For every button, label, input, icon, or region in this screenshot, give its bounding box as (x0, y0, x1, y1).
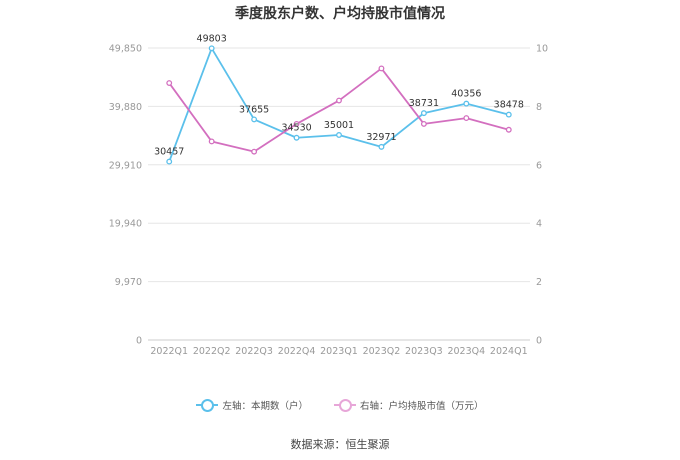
legend-label-left: 左轴：本期数（户） (222, 401, 308, 412)
source-note: 数据来源：恒生聚源 (290, 438, 390, 451)
data-point-right (420, 120, 427, 127)
series-line-left (168, 47, 510, 162)
left-axis-tick-label: 0 (136, 336, 142, 347)
data-point-left (463, 100, 470, 107)
right-axis-tick-label: 6 (536, 160, 542, 171)
x-axis-tick-label: 2022Q4 (278, 346, 316, 357)
x-axis-tick-label: 2023Q4 (447, 346, 485, 357)
data-point-left (336, 132, 342, 138)
x-axis-tick-label: 2023Q3 (405, 346, 443, 357)
right-axis-tick-label: 4 (536, 219, 542, 230)
data-point-left (293, 134, 300, 141)
data-label: 38731 (409, 98, 439, 109)
right-axis-tick-label: 0 (536, 336, 542, 347)
data-label: 38478 (494, 100, 524, 111)
data-point-right (293, 120, 300, 127)
right-axis-tick-label: 2 (536, 277, 542, 288)
legend-swatch-left (196, 399, 219, 412)
data-point-left (505, 111, 512, 118)
x-axis-tick-label: 2022Q2 (193, 346, 231, 357)
left-axis-tick-label: 29,910 (109, 160, 142, 171)
x-axis-tick-label: 2024Q1 (490, 346, 528, 357)
data-point-right (251, 148, 258, 155)
chart-title: 季度股东户数、户均持股市值情况 (235, 6, 445, 22)
data-point-left (251, 116, 258, 123)
data-labels: 30457 49803 37655 34530 35001 32971 38731 40356… (154, 33, 524, 157)
legend-item-left-series[interactable]: 左轴：本期数（户） (196, 398, 308, 412)
x-axis-tick-label: 2023Q1 (320, 346, 358, 357)
data-label: 34530 (281, 123, 311, 134)
data-label: 37655 (239, 104, 269, 115)
legend-item-right-series[interactable]: 右轴：户均持股市值（万元） (334, 398, 484, 412)
left-axis-tick-label: 49,850 (109, 44, 142, 55)
data-label: 30457 (154, 147, 184, 158)
data-point-left (378, 143, 385, 150)
x-axis-ticks: 2022Q1 2022Q2 2022Q3 2022Q4 2023Q1 2023Q2 2023… (150, 346, 527, 357)
legend-label-right: 右轴：户均持股市值（万元） (360, 401, 484, 412)
data-label: 32971 (366, 132, 396, 143)
data-label: 35001 (324, 120, 354, 131)
data-point-right (208, 138, 215, 145)
data-point-right (463, 115, 470, 122)
left-axis-tick-label: 39,880 (109, 102, 142, 113)
data-point-left (166, 158, 173, 165)
left-axis-tick-label: 19,940 (109, 219, 142, 230)
right-axis-ticks: 0 2 4 6 8 10 (536, 44, 548, 347)
series-line-right (168, 67, 510, 153)
x-axis-tick-label: 2023Q2 (363, 346, 401, 357)
data-point-right (166, 80, 173, 86)
data-point-left (420, 110, 427, 117)
series-group (166, 45, 512, 165)
right-axis-tick-label: 8 (536, 102, 542, 113)
x-axis-tick-label: 2022Q3 (235, 346, 273, 357)
data-label: 40356 (451, 89, 481, 100)
left-axis-ticks: 0 9,970 19,940 29,910 39,880 49,850 (109, 44, 142, 347)
x-axis-tick-label: 2022Q1 (150, 346, 188, 357)
data-point-left (208, 45, 215, 52)
data-point-right (378, 65, 385, 72)
data-label: 49803 (197, 33, 227, 44)
right-axis-tick-label: 10 (536, 44, 548, 55)
legend-swatch-right (334, 399, 356, 412)
left-axis-tick-label: 9,970 (115, 277, 142, 288)
data-point-right (336, 97, 342, 104)
data-point-right (505, 126, 512, 133)
legend: 左轴：本期数（户） 右轴：户均持股市值（万元） (0, 398, 680, 412)
